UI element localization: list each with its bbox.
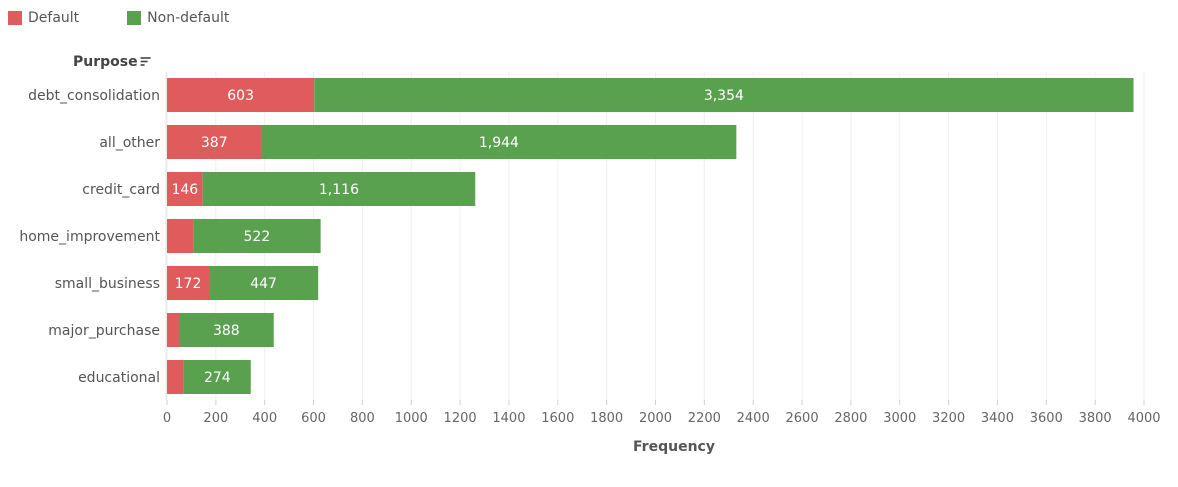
x-tick-label: 1400 [492, 411, 525, 426]
x-tick-label: 400 [252, 411, 277, 426]
value-axis: 0 200 400 600 800 1000 1200 1400 1600 1800 2000 220… [163, 400, 1161, 426]
x-tick-label: 1000 [395, 411, 428, 426]
bar-segment-non-default[interactable] [193, 219, 321, 253]
category-label[interactable]: credit_card [82, 182, 160, 198]
x-tick-label: 3800 [1079, 411, 1112, 426]
data-label: 387 [201, 135, 228, 151]
data-label: 146 [171, 182, 198, 198]
x-tick-label: 2600 [786, 411, 819, 426]
bar-segment-default[interactable] [167, 78, 315, 112]
bar-segment-non-default[interactable] [314, 78, 1134, 112]
data-label: 3,354 [704, 88, 744, 104]
sort-descending-icon[interactable] [140, 57, 151, 66]
category-label[interactable]: educational [78, 370, 160, 386]
x-tick-label: 200 [203, 411, 228, 426]
data-label: 1,116 [319, 182, 359, 198]
legend-label-non-default: Non-default [147, 10, 230, 26]
category-axis: debt_consolidation all_other credit_cardho… [19, 88, 160, 386]
x-tick-label: 1200 [444, 411, 477, 426]
bar-segment-default[interactable] [167, 172, 203, 206]
legend-swatch-non-default [127, 11, 142, 25]
data-label: 172 [175, 276, 202, 292]
data-label: 447 [250, 276, 277, 292]
category-label[interactable]: debt_consolidation [28, 88, 160, 104]
bar-segment-non-default[interactable] [183, 360, 251, 394]
x-tick-label: 2400 [737, 411, 770, 426]
legend-item-non-default[interactable]: Non-default [127, 10, 229, 26]
category-label[interactable]: home_improvement [19, 229, 160, 245]
category-label[interactable]: small_business [55, 276, 160, 292]
data-labels: 603 3,354 387 1,944 146 1,116 522 172 447 388 274 [171, 88, 744, 386]
x-tick-label: 2800 [834, 411, 867, 426]
y-axis-title[interactable]: Purpose [73, 54, 138, 70]
axis-titles: Purpose Frequency [73, 54, 715, 455]
data-label: 274 [204, 370, 231, 386]
data-label: 1,944 [479, 135, 519, 151]
x-tick-label: 1600 [541, 411, 574, 426]
legend-item-default[interactable]: Default [8, 10, 79, 26]
legend-swatch-default [8, 11, 22, 25]
x-axis-title: Frequency [633, 439, 715, 455]
category-label[interactable]: major_purchase [48, 323, 160, 339]
bar-segment-default[interactable] [167, 266, 210, 300]
x-tick-label: 800 [350, 411, 375, 426]
x-tick-label: 2200 [688, 411, 721, 426]
legend-label-default: Default [28, 10, 80, 26]
x-tick-label: 1800 [590, 411, 623, 426]
bar-segment-default[interactable] [167, 219, 194, 253]
x-tick-label: 2000 [639, 411, 672, 426]
x-tick-label: 600 [301, 411, 326, 426]
data-label: 388 [213, 323, 240, 339]
data-label: 522 [244, 229, 271, 245]
bars [167, 78, 1134, 394]
x-tick-label: 3200 [932, 411, 965, 426]
x-tick-label: 4000 [1127, 411, 1160, 426]
bar-segment-non-default[interactable] [202, 172, 476, 206]
data-label: 603 [227, 88, 254, 104]
x-tick-label: 3400 [981, 411, 1014, 426]
x-tick-label: 3600 [1030, 411, 1063, 426]
bar-segment-non-default[interactable] [178, 313, 274, 347]
x-tick-label: 3000 [883, 411, 916, 426]
bar-segment-default[interactable] [167, 125, 262, 159]
legend: Default Non-default [8, 8, 229, 28]
bar-segment-non-default[interactable] [209, 266, 319, 300]
bar-segment-default[interactable] [167, 360, 184, 394]
category-label[interactable]: all_other [99, 135, 160, 151]
bar-segment-default[interactable] [167, 313, 179, 347]
bar-segment-non-default[interactable] [261, 125, 737, 159]
x-tick-label: 0 [163, 411, 171, 426]
